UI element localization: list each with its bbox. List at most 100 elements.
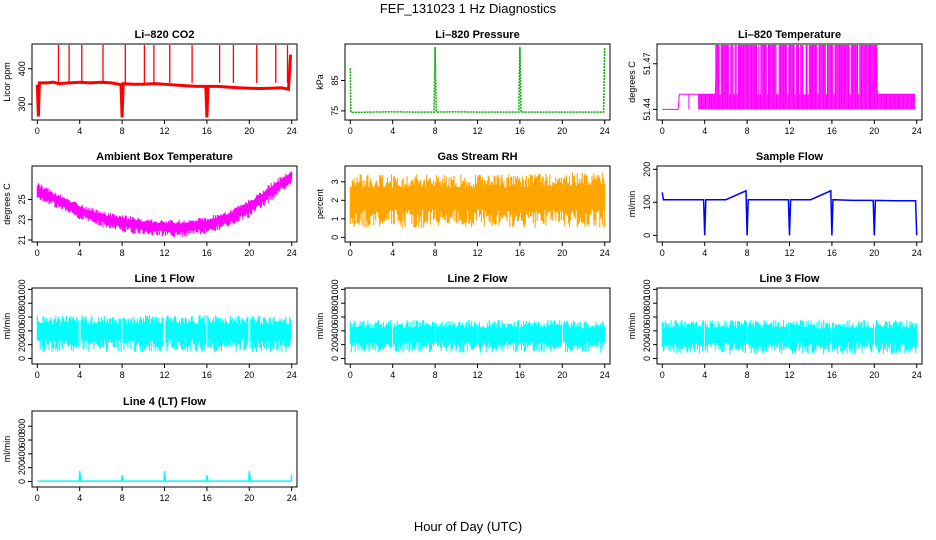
y-tick-label: 400	[17, 323, 27, 338]
data-line	[661, 189, 918, 236]
y-tick-label: 600	[17, 310, 27, 325]
x-tick-label: 24	[600, 370, 610, 380]
x-tick-label: 4	[702, 248, 707, 258]
y-tick-label: 0	[330, 235, 340, 240]
x-tick-label: 20	[244, 248, 254, 258]
data-band	[36, 171, 293, 237]
panel-10: Line 4 (LT) Flow ml/min 0 4 8 12 16 20 24 0 200400…	[2, 396, 298, 503]
x-tick-label: 8	[120, 370, 125, 380]
x-tick-label: 0	[660, 370, 665, 380]
data-spikes	[57, 45, 289, 83]
panel-title: Ambient Box Temperature	[96, 151, 233, 163]
y-axis-label: kPa	[315, 74, 325, 90]
y-tick-label: 600	[642, 310, 652, 325]
y-tick-label: 200	[330, 337, 340, 352]
x-tick-label: 4	[390, 370, 395, 380]
x-tick-label: 4	[77, 126, 82, 136]
plot-area	[35, 45, 293, 118]
y-axis-label: Licor ppm	[2, 62, 12, 102]
y-tick-label: 0	[642, 356, 652, 361]
panel-7: Line 1 Flow ml/min 0 4 8 12 16 20 24 0 20040060080…	[2, 273, 298, 380]
x-tick-label: 0	[348, 248, 353, 258]
x-tick-label: 0	[35, 248, 40, 258]
y-tick-label: 400	[17, 61, 27, 76]
figure-xlabel: Hour of Day (UTC)	[414, 519, 522, 534]
y-axis-label: ml/min	[2, 436, 12, 463]
panel-title: Line 2 Flow	[448, 273, 508, 285]
x-tick-label: 8	[745, 370, 750, 380]
x-tick-label: 20	[869, 248, 879, 258]
data-band	[36, 314, 292, 353]
x-tick-label: 8	[120, 248, 125, 258]
y-tick-label: 51.47	[642, 52, 652, 75]
x-tick-label: 4	[702, 370, 707, 380]
panel-6: Sample Flow ml/min 0 4 8 12 16 20 24 0 100 200	[627, 151, 923, 258]
x-tick-label: 0	[35, 126, 40, 136]
y-tick-label: 800	[330, 296, 340, 311]
panel-title: Sample Flow	[756, 151, 824, 163]
y-axis-label: percent	[315, 188, 325, 219]
x-tick-label: 12	[784, 248, 794, 258]
panel-title: Gas Stream RH	[437, 151, 517, 163]
x-tick-label: 24	[287, 248, 297, 258]
y-tick-label: 0	[17, 356, 27, 361]
data-line	[35, 54, 293, 118]
data-line	[37, 471, 293, 482]
x-tick-label: 20	[244, 493, 254, 503]
plot-area	[37, 471, 293, 482]
x-tick-label: 0	[660, 126, 665, 136]
x-tick-label: 24	[287, 126, 297, 136]
plot-frame	[344, 43, 611, 121]
x-tick-label: 0	[660, 248, 665, 258]
x-tick-label: 20	[244, 370, 254, 380]
panel-9: Line 3 Flow ml/min 0 4 8 12 16 20 24 0 20040060080…	[627, 273, 923, 380]
x-tick-label: 20	[869, 370, 879, 380]
y-tick-label: 2	[330, 198, 340, 203]
x-tick-label: 24	[912, 248, 922, 258]
plot-area	[349, 46, 606, 114]
x-tick-label: 24	[912, 370, 922, 380]
x-tick-label: 16	[827, 370, 837, 380]
x-tick-label: 16	[202, 370, 212, 380]
x-tick-label: 16	[515, 126, 525, 136]
plot-frame	[344, 287, 611, 365]
y-tick-label: 600	[17, 433, 27, 448]
x-tick-label: 12	[159, 248, 169, 258]
y-tick-label: 400	[330, 323, 340, 338]
y-tick-label: 3	[330, 179, 340, 184]
plot-area	[661, 319, 918, 355]
y-tick-label: 0	[330, 356, 340, 361]
figure-title: FEF_131023 1 Hz Diagnostics	[380, 1, 557, 16]
y-tick-label: 600	[330, 310, 340, 325]
x-tick-label: 4	[77, 493, 82, 503]
x-tick-label: 12	[472, 248, 482, 258]
plot-area	[349, 172, 606, 228]
y-tick-label: 23	[17, 215, 27, 225]
data-band	[349, 172, 606, 228]
x-tick-label: 24	[912, 126, 922, 136]
y-tick-label: 1000	[17, 279, 27, 299]
y-tick-label: 200	[17, 460, 27, 475]
y-axis-label: degrees C	[2, 183, 12, 225]
y-tick-label: 400	[17, 446, 27, 461]
x-tick-label: 12	[784, 370, 794, 380]
x-tick-label: 20	[869, 126, 879, 136]
y-axis-label: ml/min	[627, 191, 637, 218]
x-tick-label: 12	[159, 493, 169, 503]
x-tick-label: 8	[745, 248, 750, 258]
y-tick-label: 200	[642, 337, 652, 352]
x-tick-label: 20	[557, 126, 567, 136]
x-tick-label: 4	[390, 248, 395, 258]
x-tick-label: 0	[35, 493, 40, 503]
y-tick-label: 200	[17, 337, 27, 352]
y-tick-label: 400	[642, 323, 652, 338]
x-tick-label: 12	[472, 126, 482, 136]
y-tick-label: 1000	[642, 279, 652, 299]
x-tick-label: 0	[348, 126, 353, 136]
data-band	[661, 319, 918, 355]
panel-title: Li–820 Pressure	[435, 29, 519, 41]
y-tick-label: 1000	[330, 279, 340, 299]
x-tick-label: 4	[77, 248, 82, 258]
